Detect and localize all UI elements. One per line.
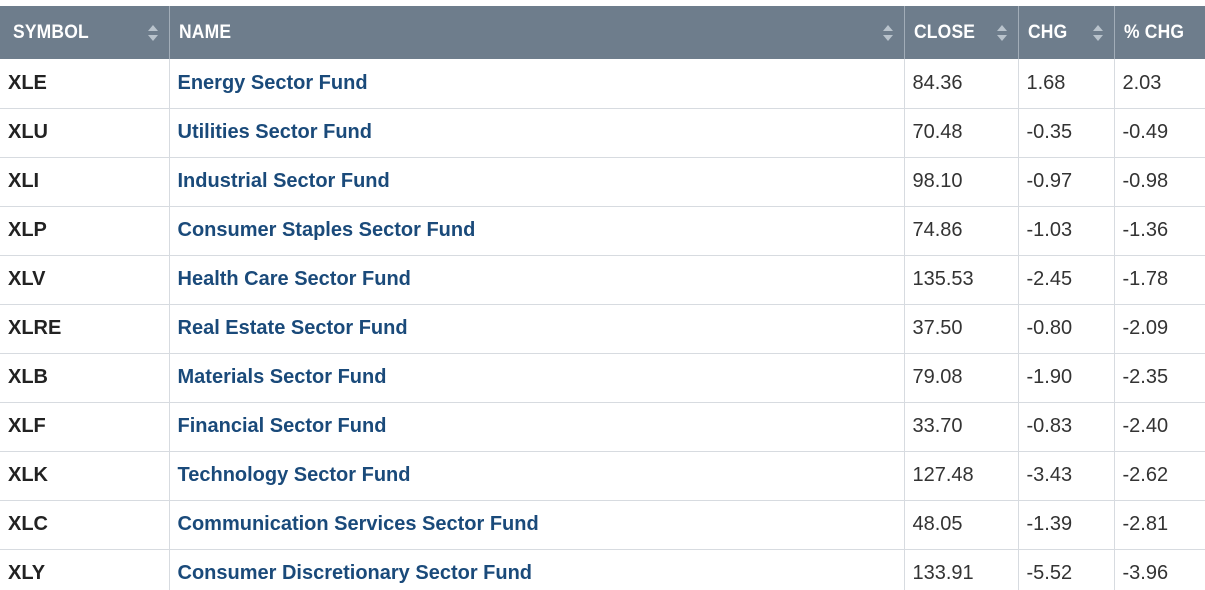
close-cell: 33.70: [904, 402, 1019, 451]
chg-cell: -0.83: [1018, 402, 1115, 451]
fund-name-link[interactable]: Communication Services Sector Fund: [177, 513, 539, 535]
close-cell: 127.48: [904, 451, 1019, 500]
chg-cell: -2.45: [1018, 255, 1115, 304]
pct-chg-cell: -0.49: [1122, 121, 1169, 143]
chg-cell: -5.52: [1018, 549, 1115, 590]
chg-cell: -1.03: [1018, 206, 1115, 255]
symbol-cell: XLB: [0, 353, 170, 402]
pct-chg-cell: -2.35: [1122, 366, 1169, 388]
column-header-label: SYMBOL: [13, 21, 89, 43]
column-header-label: NAME: [178, 21, 231, 43]
symbol-cell: XLP: [0, 206, 170, 255]
chg-cell: 1.68: [1018, 59, 1115, 108]
close-cell: 70.48: [904, 108, 1019, 157]
table-row: XLI Industrial Sector Fund 98.10 -0.97 -…: [0, 157, 1205, 206]
close-cell: 74.86: [904, 206, 1019, 255]
fund-name-link[interactable]: Consumer Discretionary Sector Fund: [177, 562, 533, 584]
fund-name-link[interactable]: Health Care Sector Fund: [177, 268, 411, 290]
symbol-cell: XLE: [0, 59, 170, 108]
close-cell: 48.05: [904, 500, 1019, 549]
fund-name-link[interactable]: Technology Sector Fund: [177, 464, 411, 486]
pct-chg-cell: -3.96: [1122, 562, 1169, 584]
close-cell: 79.08: [904, 353, 1019, 402]
chg-cell: -1.90: [1018, 353, 1115, 402]
sort-arrows-icon[interactable]: [1092, 24, 1104, 42]
chg-cell: -1.39: [1018, 500, 1115, 549]
close-cell: 135.53: [904, 255, 1019, 304]
symbol-cell: XLRE: [0, 304, 170, 353]
column-header-label: CLOSE: [913, 21, 975, 43]
chg-cell: -3.43: [1018, 451, 1115, 500]
fund-name-link[interactable]: Financial Sector Fund: [177, 415, 387, 437]
pct-chg-cell: -0.98: [1122, 170, 1169, 192]
table-row: XLY Consumer Discretionary Sector Fund 1…: [0, 549, 1205, 590]
chg-cell: -0.35: [1018, 108, 1115, 157]
column-header-label: CHG: [1027, 21, 1067, 43]
pct-chg-cell: -2.40: [1122, 415, 1169, 437]
table-header: SYMBOL NAME CLOSE: [0, 0, 1205, 59]
table-row: XLE Energy Sector Fund 84.36 1.68 2.03: [0, 59, 1205, 108]
pct-chg-cell: -2.81: [1122, 513, 1169, 535]
symbol-cell: XLI: [0, 157, 170, 206]
pct-chg-cell: -2.09: [1122, 317, 1169, 339]
pct-chg-cell: -1.78: [1122, 268, 1169, 290]
column-header-symbol[interactable]: SYMBOL: [0, 0, 170, 59]
column-header-name[interactable]: NAME: [169, 0, 905, 59]
symbol-cell: XLV: [0, 255, 170, 304]
sort-arrows-icon[interactable]: [882, 24, 894, 42]
column-header-pct-chg[interactable]: % CHG: [1114, 0, 1205, 59]
table-row: XLP Consumer Staples Sector Fund 74.86 -…: [0, 206, 1205, 255]
table-row: XLB Materials Sector Fund 79.08 -1.90 -2…: [0, 353, 1205, 402]
symbol-cell: XLC: [0, 500, 170, 549]
table-row: XLRE Real Estate Sector Fund 37.50 -0.80…: [0, 304, 1205, 353]
symbol-cell: XLY: [0, 549, 170, 590]
symbol-cell: XLU: [0, 108, 170, 157]
fund-name-link[interactable]: Consumer Staples Sector Fund: [177, 219, 476, 241]
table-row: XLF Financial Sector Fund 33.70 -0.83 -2…: [0, 402, 1205, 451]
fund-name-link[interactable]: Industrial Sector Fund: [177, 170, 390, 192]
table-row: XLU Utilities Sector Fund 70.48 -0.35 -0…: [0, 108, 1205, 157]
sort-arrows-icon[interactable]: [996, 24, 1008, 42]
close-cell: 133.91: [904, 549, 1019, 590]
fund-name-link[interactable]: Energy Sector Fund: [177, 71, 368, 94]
close-cell: 37.50: [904, 304, 1019, 353]
fund-name-link[interactable]: Real Estate Sector Fund: [177, 317, 408, 339]
chg-cell: -0.97: [1018, 157, 1115, 206]
symbol-cell: XLK: [0, 451, 170, 500]
pct-chg-cell: -2.62: [1122, 464, 1169, 486]
table-body: XLE Energy Sector Fund 84.36 1.68 2.03 X…: [0, 59, 1205, 590]
pct-chg-cell: 2.03: [1122, 71, 1162, 94]
table-row: XLC Communication Services Sector Fund 4…: [0, 500, 1205, 549]
table-row: XLV Health Care Sector Fund 135.53 -2.45…: [0, 255, 1205, 304]
symbol-cell: XLF: [0, 402, 170, 451]
table-row: XLK Technology Sector Fund 127.48 -3.43 …: [0, 451, 1205, 500]
header-row: SYMBOL NAME CLOSE: [0, 0, 1205, 59]
chg-cell: -0.80: [1018, 304, 1115, 353]
sort-arrows-icon[interactable]: [147, 24, 159, 42]
column-header-chg[interactable]: CHG: [1018, 0, 1115, 59]
fund-name-link[interactable]: Utilities Sector Fund: [177, 121, 372, 143]
fund-name-link[interactable]: Materials Sector Fund: [177, 366, 387, 388]
close-cell: 98.10: [904, 157, 1019, 206]
close-cell: 84.36: [904, 59, 1019, 108]
column-header-close[interactable]: CLOSE: [904, 0, 1019, 59]
pct-chg-cell: -1.36: [1122, 219, 1169, 241]
column-header-label: % CHG: [1123, 21, 1184, 43]
